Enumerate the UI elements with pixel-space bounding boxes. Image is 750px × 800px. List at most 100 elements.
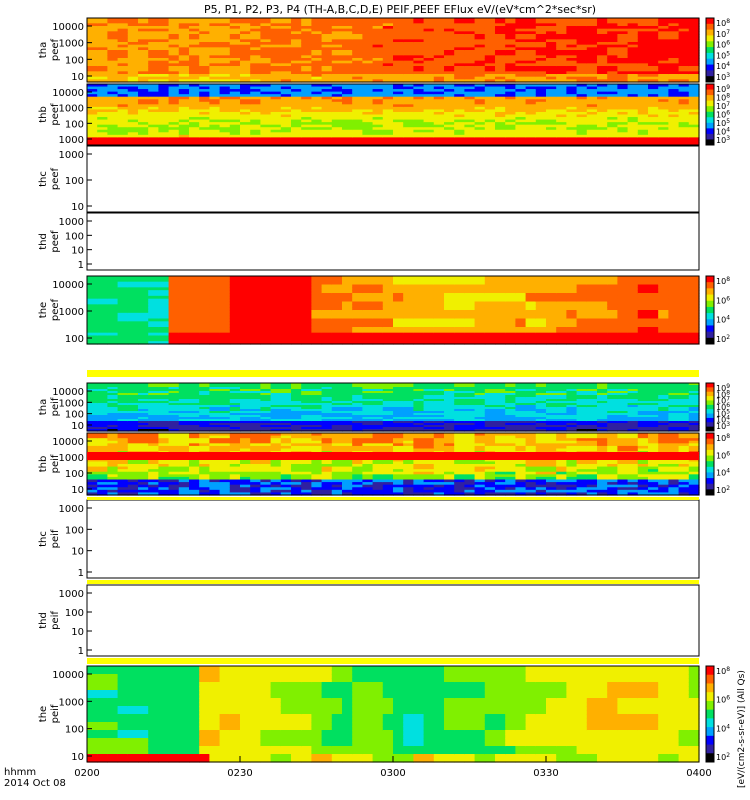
heatmap-cell	[525, 18, 537, 22]
heatmap-cell	[331, 39, 343, 43]
heatmap-cell	[158, 109, 170, 113]
heatmap-cell	[117, 304, 129, 308]
heatmap-cell	[607, 101, 618, 105]
heatmap-cell	[117, 132, 129, 136]
heatmap-cell	[444, 94, 455, 98]
heatmap-cell	[311, 383, 323, 386]
heatmap-cell	[189, 124, 200, 128]
heatmap-cell	[648, 310, 659, 314]
heatmap-cell	[311, 429, 323, 432]
heatmap-cell	[576, 50, 588, 54]
heatmap-cell	[372, 109, 384, 113]
heatmap-cell	[311, 79, 323, 83]
heatmap-cell	[433, 86, 445, 90]
heatmap-cell	[301, 84, 312, 88]
heatmap-cell	[280, 94, 292, 98]
heatmap-cell	[260, 421, 272, 424]
heatmap-cell	[505, 55, 516, 59]
heatmap-cell	[97, 114, 108, 118]
heatmap-cell	[668, 132, 680, 136]
heatmap-cell	[331, 60, 343, 64]
heatmap-cell	[566, 312, 578, 317]
heatmap-cell	[597, 293, 608, 297]
heatmap-cell	[444, 284, 455, 288]
heatmap-cell	[229, 312, 241, 317]
heatmap-cell	[454, 276, 465, 280]
heatmap-cell	[342, 137, 353, 141]
heatmap-cell	[87, 312, 98, 317]
heatmap-cell	[199, 129, 210, 133]
heatmap-cell	[127, 411, 139, 414]
heatmap-cell	[464, 137, 476, 141]
heatmap-cell	[148, 276, 159, 280]
heatmap-cell	[648, 312, 659, 317]
heatmap-cell	[464, 71, 476, 75]
heatmap-cell	[219, 58, 231, 62]
heatmap-cell	[250, 405, 261, 408]
heatmap-cell	[586, 111, 598, 116]
heatmap-cell	[382, 127, 394, 131]
heatmap-cell	[586, 142, 598, 146]
heatmap-cell	[291, 419, 302, 422]
heatmap-cell	[495, 79, 506, 83]
heatmap-cell	[505, 307, 516, 311]
heatmap-cell	[331, 137, 343, 141]
heatmap-cell	[617, 129, 629, 133]
heatmap-cell	[566, 84, 578, 88]
heatmap-cell	[362, 36, 374, 40]
heatmap-cell	[525, 71, 537, 75]
heatmap-cell	[627, 301, 639, 305]
heatmap-cell	[505, 104, 516, 108]
heatmap-cell	[209, 20, 221, 24]
heatmap-cell	[87, 293, 98, 297]
heatmap-cell	[219, 134, 231, 138]
heatmap-cell	[178, 47, 190, 51]
heatmap-cell	[280, 129, 292, 133]
heatmap-cell	[189, 409, 200, 412]
heatmap-cell	[138, 26, 149, 30]
heatmap-cell	[393, 99, 404, 103]
heatmap-cell	[413, 50, 425, 54]
y-tick-label: 100	[65, 119, 84, 130]
heatmap-cell	[658, 129, 669, 133]
heatmap-cell	[607, 129, 618, 133]
heatmap-cell	[433, 79, 445, 83]
heatmap-cell	[199, 106, 210, 111]
heatmap-cell	[627, 26, 639, 30]
heatmap-cell	[291, 127, 302, 131]
heatmap-cell	[382, 18, 394, 22]
heatmap-cell	[515, 124, 527, 128]
heatmap-cell	[311, 389, 323, 392]
heatmap-cell	[556, 327, 567, 331]
heatmap-cell	[658, 142, 669, 146]
heatmap-cell	[597, 142, 608, 146]
heatmap-cell	[138, 324, 149, 328]
heatmap-cell	[403, 76, 414, 80]
heatmap-cell	[280, 26, 292, 30]
heatmap-cell	[97, 66, 108, 70]
heatmap-cell	[301, 335, 312, 339]
heatmap-cell	[505, 91, 516, 95]
heatmap-cell	[280, 139, 292, 144]
heatmap-cell	[627, 312, 639, 317]
heatmap-cell	[576, 139, 588, 144]
heatmap-cell	[138, 315, 149, 320]
heatmap-cell	[199, 68, 210, 72]
heatmap-cell	[546, 106, 557, 111]
heatmap-cell	[168, 321, 180, 325]
heatmap-cell	[637, 101, 649, 105]
heatmap-cell	[464, 23, 476, 27]
heatmap-cell	[219, 295, 231, 300]
heatmap-cell	[433, 60, 445, 64]
heatmap-cell	[127, 335, 139, 339]
heatmap-cell	[352, 74, 363, 78]
heatmap-cell	[311, 290, 323, 294]
heatmap-cell	[403, 68, 414, 72]
heatmap-cell	[474, 106, 486, 111]
heatmap-cell	[505, 20, 516, 24]
heatmap-cell	[87, 407, 98, 410]
heatmap-cell	[321, 86, 333, 90]
heatmap-cell	[423, 89, 435, 93]
heatmap-cell	[87, 91, 98, 95]
heatmap-cell	[678, 74, 690, 78]
